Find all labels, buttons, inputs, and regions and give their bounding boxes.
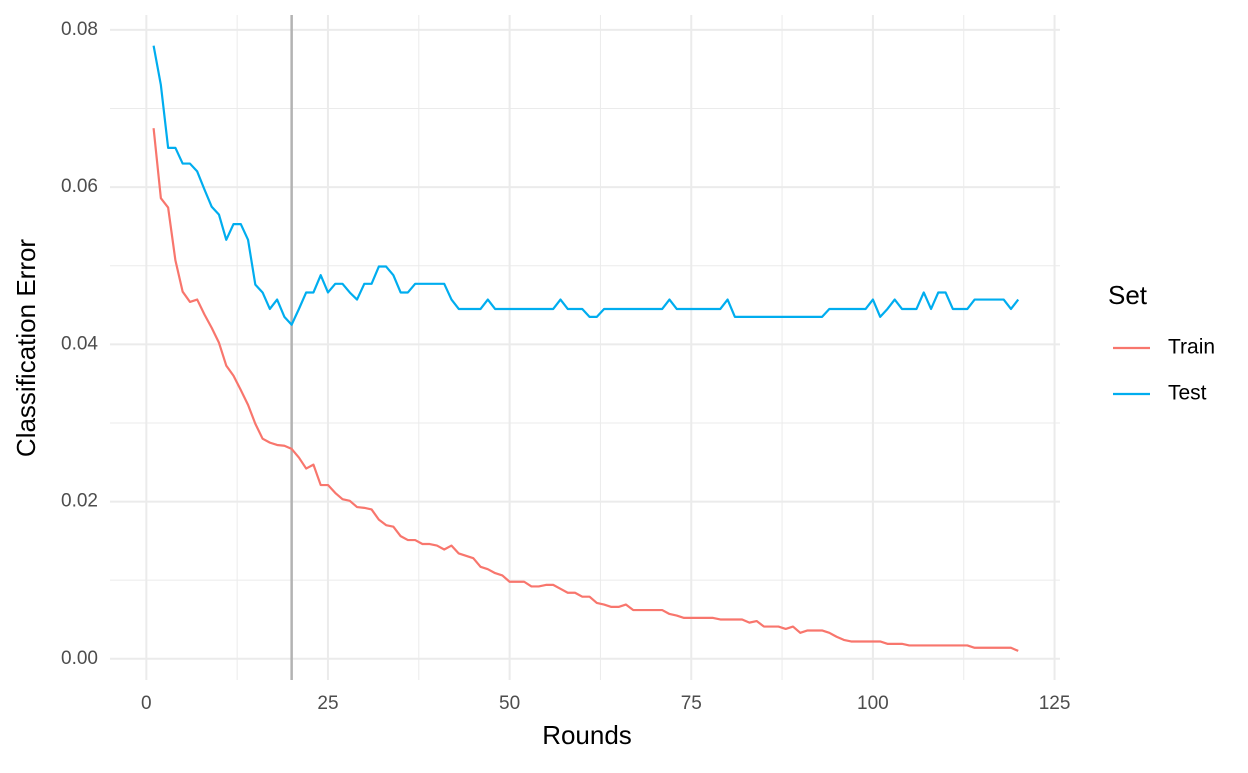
y-axis-label: Classification Error (11, 239, 41, 458)
x-tick-label: 100 (857, 693, 889, 714)
x-tick-label: 125 (1039, 693, 1071, 714)
legend-title: Set (1108, 280, 1148, 310)
x-tick-label: 50 (499, 693, 520, 714)
y-tick-label: 0.02 (61, 491, 98, 512)
x-tick-label: 25 (317, 693, 338, 714)
x-axis-label: Rounds (542, 720, 632, 750)
x-tick-label: 75 (681, 693, 702, 714)
y-tick-label: 0.04 (61, 333, 98, 354)
legend-label: Test (1168, 382, 1207, 405)
line (152, 45, 1020, 326)
y-tick-label: 0.08 (61, 19, 98, 40)
y-tick-label: 0.00 (61, 648, 98, 669)
legend-label: Train (1168, 336, 1215, 359)
y-tick-label: 0.06 (61, 176, 98, 197)
x-tick-label: 0 (141, 693, 152, 714)
line (152, 128, 1019, 652)
